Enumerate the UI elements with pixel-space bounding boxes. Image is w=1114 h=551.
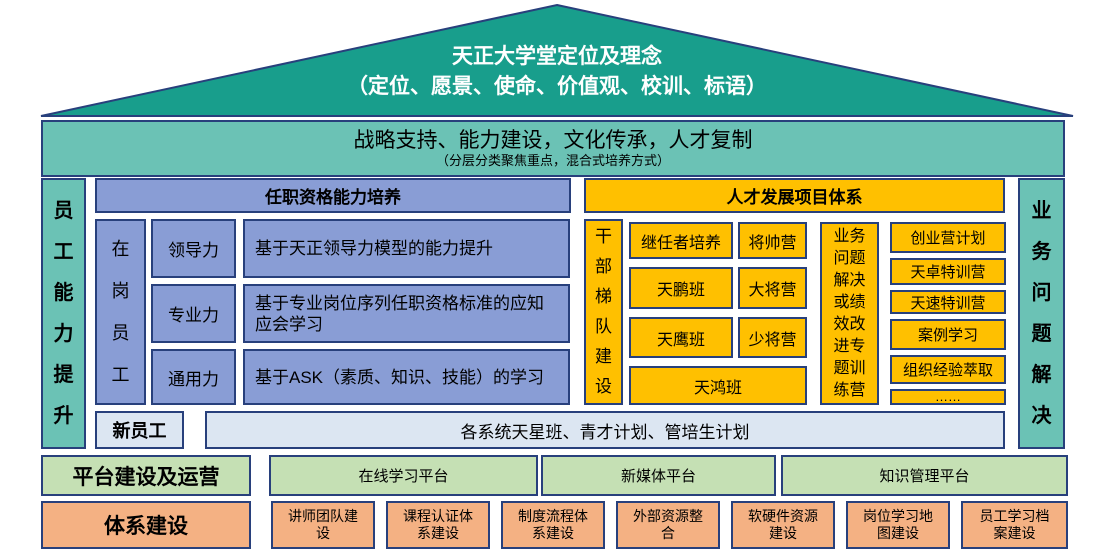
leadership-label: 领导力 xyxy=(168,241,219,260)
external-resources-label: 外部资源整合 xyxy=(633,508,703,541)
row-leadership-desc: 基于天正领导力模型的能力提升 xyxy=(243,219,570,278)
online-learning-platform-label: 在线学习平台 xyxy=(358,468,449,485)
online-learning-platform-box: 在线学习平台 xyxy=(269,455,538,496)
tianzhuo-camp-box: 天卓特训营 xyxy=(890,258,1006,285)
row-leadership-label: 领导力 xyxy=(151,219,236,278)
problem-solving-camp-label: 业务问题解决或绩效改进专题训练营 xyxy=(833,227,866,399)
shaojiang-camp-box: 少将营 xyxy=(738,317,807,358)
roof-subtitle: （定位、愿景、使命、价值观、校训、标语） xyxy=(347,75,767,98)
right-bar-label: 业务问题解决 xyxy=(1031,199,1052,427)
tianying-class-label: 天鹰班 xyxy=(656,331,705,349)
row-professional-label: 专业力 xyxy=(151,284,236,343)
strategy-banner: 战略支持、能力建设，文化传承，人才复制 （分层分类聚焦重点，混合式培养方式） xyxy=(41,120,1065,177)
successor-training-box: 继任者培养 xyxy=(629,222,733,259)
roof-title-block: 天正大学堂定位及理念 （定位、愿景、使命、价值观、校训、标语） xyxy=(0,42,1114,102)
tiansu-camp-box: 天速特训营 xyxy=(890,290,1006,314)
new-media-platform-label: 新媒体平台 xyxy=(620,468,696,485)
dajiang-camp-box: 大将营 xyxy=(738,267,807,309)
tianpeng-class-label: 天鹏班 xyxy=(656,282,705,299)
trainer-team-box: 讲师团队建设 xyxy=(271,501,375,549)
talent-header: 人才发展项目体系 xyxy=(584,178,1005,213)
talent-header-label: 人才发展项目体系 xyxy=(726,188,863,207)
row-general-desc: 基于ASK（素质、知识、技能）的学习 xyxy=(243,349,570,405)
shaojiang-camp-label: 少将营 xyxy=(748,331,797,349)
learning-map-label: 岗位学习地图建设 xyxy=(863,508,933,541)
left-bar-employee-capability: 员工能力提升 xyxy=(41,178,86,449)
professional-desc: 基于专业岗位序列任职资格标准的应知应会学习 xyxy=(255,293,544,334)
case-study-box: 案例学习 xyxy=(890,319,1006,350)
right-bar-business-problem: 业务问题解决 xyxy=(1018,178,1065,449)
org-experience-box: 组织经验萃取 xyxy=(890,355,1006,384)
tianpeng-class-box: 天鹏班 xyxy=(629,267,733,309)
row-professional-desc: 基于专业岗位序列任职资格标准的应知应会学习 xyxy=(243,284,570,343)
org-experience-label: 组织经验萃取 xyxy=(902,362,993,379)
external-resources-box: 外部资源整合 xyxy=(616,501,720,549)
startup-camp-box: 创业营计划 xyxy=(890,222,1006,253)
hw-sw-resources-label: 软硬件资源建设 xyxy=(748,508,818,541)
new-media-platform-box: 新媒体平台 xyxy=(541,455,776,496)
course-cert-box: 课程认证体系建设 xyxy=(386,501,490,549)
roof-shape xyxy=(40,3,1074,117)
learning-map-box: 岗位学习地图建设 xyxy=(846,501,950,549)
ellipsis-label: …… xyxy=(935,389,961,404)
professional-label: 专业力 xyxy=(168,306,219,325)
row-general-label: 通用力 xyxy=(151,349,236,405)
case-study-label: 案例学习 xyxy=(917,327,978,344)
process-system-label: 制度流程体系建设 xyxy=(518,508,588,541)
dajiang-camp-label: 大将营 xyxy=(748,282,797,299)
system-header-label: 体系建设 xyxy=(104,515,188,538)
new-employee-label-box: 新员工 xyxy=(95,411,184,449)
tianhong-class-label: 天鸿班 xyxy=(693,379,742,397)
new-employee-programs: 各系统天星班、青才计划、管培生计划 xyxy=(460,422,750,442)
knowledge-mgmt-platform-label: 知识管理平台 xyxy=(879,468,970,485)
qualification-header: 任职资格能力培养 xyxy=(95,178,571,213)
platform-header-box: 平台建设及运营 xyxy=(41,455,251,496)
on-job-employee-column: 在岗员工 xyxy=(95,219,146,405)
general-label: 通用力 xyxy=(168,369,219,389)
trainer-team-label: 讲师团队建设 xyxy=(288,508,358,541)
qualification-header-label: 任职资格能力培养 xyxy=(265,188,401,207)
knowledge-mgmt-platform-box: 知识管理平台 xyxy=(781,455,1068,496)
jiangshuai-camp-box: 将帅营 xyxy=(738,222,807,259)
strategy-subtitle: （分层分类聚焦重点，混合式培养方式） xyxy=(435,153,670,168)
new-employee-programs-box: 各系统天星班、青才计划、管培生计划 xyxy=(205,411,1005,449)
on-job-employee-label: 在岗员工 xyxy=(111,239,130,385)
platform-header-label: 平台建设及运营 xyxy=(72,465,220,489)
new-employee-label: 新员工 xyxy=(112,421,167,441)
process-system-box: 制度流程体系建设 xyxy=(501,501,605,549)
learning-records-box: 员工学习档案建设 xyxy=(961,501,1068,549)
roof-title: 天正大学堂定位及理念 xyxy=(452,45,662,68)
successor-training-label: 继任者培养 xyxy=(640,234,721,252)
cadre-echelon-label: 干部梯队建设 xyxy=(595,227,612,396)
general-desc: 基于ASK（素质、知识、技能）的学习 xyxy=(255,367,545,387)
jiangshuai-camp-label: 将帅营 xyxy=(748,234,797,252)
left-bar-label: 员工能力提升 xyxy=(53,199,74,427)
strategy-title: 战略支持、能力建设，文化传承，人才复制 xyxy=(353,129,753,152)
tiansu-camp-label: 天速特训营 xyxy=(910,294,986,312)
ellipsis-box: …… xyxy=(890,389,1006,405)
course-cert-label: 课程认证体系建设 xyxy=(403,508,473,541)
tianhong-class-box: 天鸿班 xyxy=(629,366,807,405)
problem-solving-camp-column: 业务问题解决或绩效改进专题训练营 xyxy=(820,222,879,405)
leadership-desc: 基于天正领导力模型的能力提升 xyxy=(255,239,493,258)
hw-sw-resources-box: 软硬件资源建设 xyxy=(731,501,835,549)
tianying-class-box: 天鹰班 xyxy=(629,317,733,358)
startup-camp-label: 创业营计划 xyxy=(910,230,986,247)
learning-records-label: 员工学习档案建设 xyxy=(979,508,1050,541)
tianzhuo-camp-label: 天卓特训营 xyxy=(910,264,986,281)
system-header-box: 体系建设 xyxy=(41,501,251,549)
cadre-echelon-column: 干部梯队建设 xyxy=(584,219,623,405)
